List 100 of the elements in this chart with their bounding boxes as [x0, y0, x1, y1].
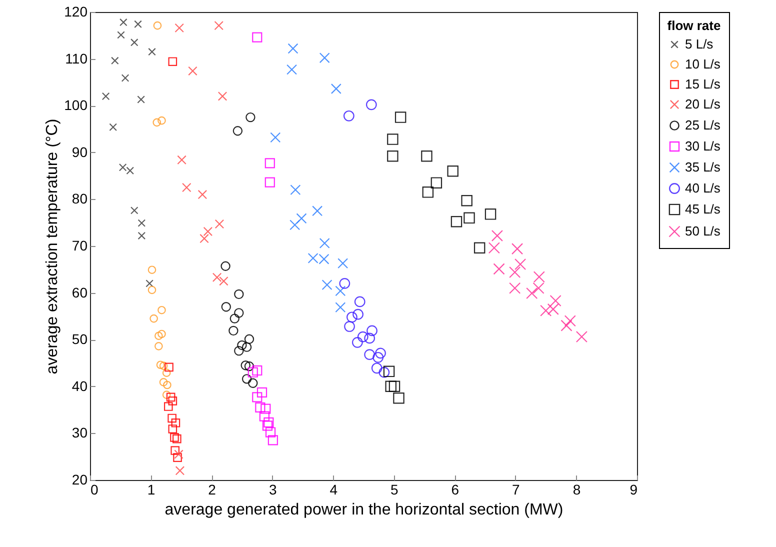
point: [234, 308, 244, 318]
point: [219, 276, 228, 286]
point: [322, 280, 332, 290]
point: [168, 414, 176, 423]
point: [244, 334, 254, 344]
y-tick-label: 40: [72, 378, 88, 394]
x-tick-label: 0: [90, 482, 98, 498]
point: [378, 366, 390, 378]
point: [242, 374, 252, 384]
point: [387, 150, 398, 162]
point: [170, 433, 179, 442]
point: [576, 331, 588, 343]
x-axis-title: average generated power in the horizontal section (MW): [164, 502, 564, 518]
point: [134, 20, 142, 28]
point: [255, 402, 266, 413]
point: [156, 360, 165, 370]
point: [126, 166, 134, 175]
x-tick-label: 5: [390, 482, 398, 498]
point: [163, 380, 172, 390]
point: [339, 278, 350, 289]
point: [343, 110, 354, 122]
point: [220, 261, 230, 271]
legend-label: 25 L/s: [685, 118, 721, 132]
point: [509, 282, 521, 294]
point: [394, 112, 406, 123]
point: [152, 118, 162, 127]
x-tick-label: 9: [630, 482, 638, 498]
y-tick-label: 100: [64, 97, 88, 114]
point: [335, 302, 346, 313]
y-tick-label: 60: [72, 284, 88, 300]
legend-label: 45 L/s: [685, 202, 721, 216]
point: [270, 132, 281, 143]
point: [259, 411, 270, 422]
point: [111, 56, 119, 65]
legend-label: 5 L/s: [685, 36, 714, 52]
point: [188, 66, 198, 76]
point: [262, 420, 273, 431]
point: [182, 182, 192, 192]
point: [540, 304, 552, 316]
point: [164, 402, 173, 411]
point: [430, 177, 442, 188]
point: [148, 48, 156, 56]
point: [330, 84, 342, 94]
point: [264, 417, 274, 428]
point: [148, 286, 156, 294]
legend-label: 30 L/s: [685, 138, 721, 154]
point: [248, 367, 258, 378]
point: [228, 326, 238, 336]
point: [159, 378, 168, 386]
point: [560, 320, 572, 332]
point: [252, 32, 262, 42]
point: [244, 361, 254, 372]
point: [509, 266, 521, 278]
point: [286, 64, 298, 75]
point: [130, 206, 138, 214]
point: [248, 378, 258, 388]
point: [130, 38, 138, 46]
point: [137, 96, 145, 104]
point: [533, 271, 545, 283]
point: [422, 186, 434, 198]
point: [547, 303, 559, 315]
point: [366, 99, 377, 110]
legend-label: 50 L/s: [685, 224, 721, 238]
point: [385, 380, 396, 392]
point: [212, 272, 222, 282]
point: [158, 330, 166, 338]
point: [393, 392, 404, 404]
point: [461, 194, 472, 206]
point: [230, 314, 240, 324]
point: [532, 282, 544, 294]
point: [168, 424, 178, 434]
point: [118, 163, 127, 172]
point: [102, 92, 110, 100]
y-tick-label: 50: [72, 331, 88, 348]
point: [366, 325, 378, 336]
legend-title: flow rate: [667, 18, 721, 33]
legend-label: 20 L/s: [685, 96, 721, 112]
point: [488, 242, 500, 254]
point: [175, 466, 185, 476]
point: [312, 206, 323, 216]
y-tick-label: 70: [72, 238, 88, 254]
point: [484, 208, 496, 220]
x-tick-label: 4: [330, 482, 338, 498]
point: [474, 242, 486, 254]
y-tick-label: 30: [72, 424, 88, 441]
point: [296, 213, 307, 224]
point: [148, 266, 156, 274]
point: [172, 434, 182, 444]
point: [357, 331, 368, 342]
point: [237, 340, 247, 350]
point: [171, 418, 180, 428]
point: [146, 280, 154, 288]
point: [514, 258, 526, 270]
point: [198, 190, 208, 200]
y-tick-label: 90: [72, 144, 88, 160]
y-tick-label: 80: [72, 190, 88, 207]
point: [109, 123, 117, 132]
point: [383, 366, 395, 378]
point: [450, 216, 462, 228]
point: [154, 342, 163, 350]
